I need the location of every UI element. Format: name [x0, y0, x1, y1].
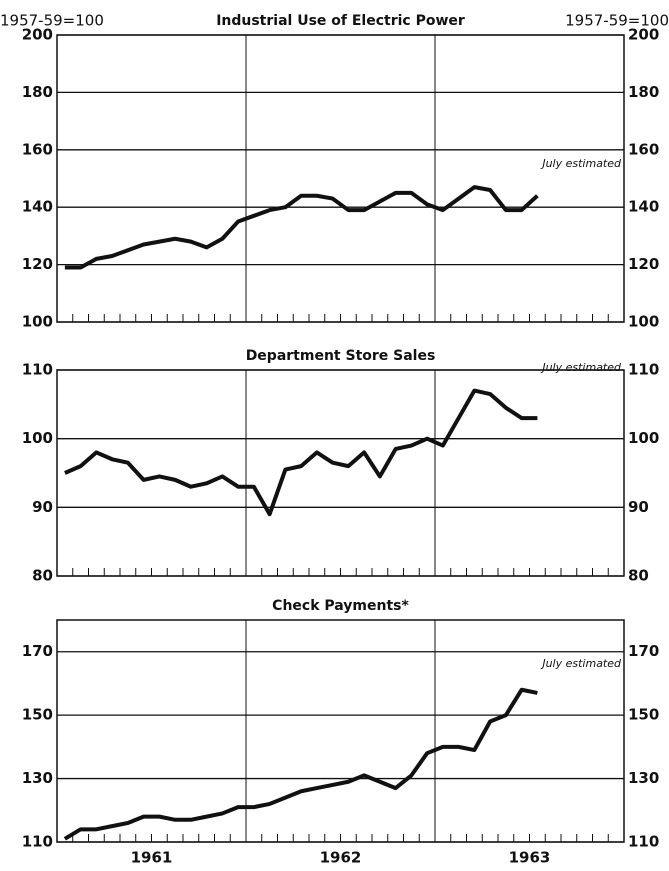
- y-tick-label-right: 130: [628, 769, 659, 787]
- x-tick-label: 1963: [509, 849, 551, 867]
- y-tick-label-left: 100: [22, 313, 53, 331]
- y-tick-label-left: 170: [22, 642, 53, 660]
- y-tick-label-left: 200: [22, 26, 53, 44]
- y-tick-label-left: 160: [22, 140, 53, 158]
- plot-frame: [56, 369, 625, 577]
- plot-frame: [56, 34, 625, 323]
- y-tick-label-right: 110: [628, 361, 659, 379]
- y-tick-label-left: 100: [22, 429, 53, 447]
- y-tick-label-right: 90: [628, 498, 649, 516]
- data-line: [64, 388, 538, 517]
- data-line: [63, 687, 538, 841]
- y-tick-label-right: 160: [628, 140, 659, 158]
- annotation: July estimated: [540, 361, 622, 374]
- y-tick-label-right: 100: [628, 313, 659, 331]
- y-tick-label-left: 80: [32, 567, 53, 585]
- y-tick-label-right: 100: [628, 429, 659, 447]
- y-tick-label-left: 130: [22, 769, 53, 787]
- y-tick-label-right: 140: [628, 198, 659, 216]
- panel-title: Department Store Sales: [246, 348, 436, 364]
- y-tick-label-right: 150: [628, 706, 659, 724]
- y-tick-label-right: 180: [628, 83, 659, 101]
- y-tick-label-left: 180: [22, 83, 53, 101]
- y-tick-label-left: 150: [22, 706, 53, 724]
- y-tick-label-left: 110: [22, 833, 53, 851]
- panel-title: Industrial Use of Electric Power: [216, 13, 465, 29]
- x-tick-label: 1961: [131, 849, 173, 867]
- y-tick-label-left: 110: [22, 361, 53, 379]
- y-tick-label-right: 200: [628, 26, 659, 44]
- annotation: July estimated: [540, 657, 622, 670]
- y-tick-label-left: 90: [32, 498, 53, 516]
- y-unit-left: 1957-59=100: [0, 12, 104, 30]
- plot-frame: [56, 619, 625, 843]
- x-tick-label: 1962: [320, 849, 362, 867]
- y-tick-label-left: 140: [22, 198, 53, 216]
- y-tick-label-right: 170: [628, 642, 659, 660]
- data-line: [64, 185, 539, 270]
- panel-title: Check Payments*: [272, 598, 409, 614]
- annotation: July estimated: [540, 157, 622, 170]
- y-tick-label-right: 110: [628, 833, 659, 851]
- y-tick-label-right: 120: [628, 255, 659, 273]
- y-tick-label-left: 120: [22, 255, 53, 273]
- y-tick-label-right: 80: [628, 567, 649, 585]
- y-unit-right: 1957-59=100: [565, 12, 669, 30]
